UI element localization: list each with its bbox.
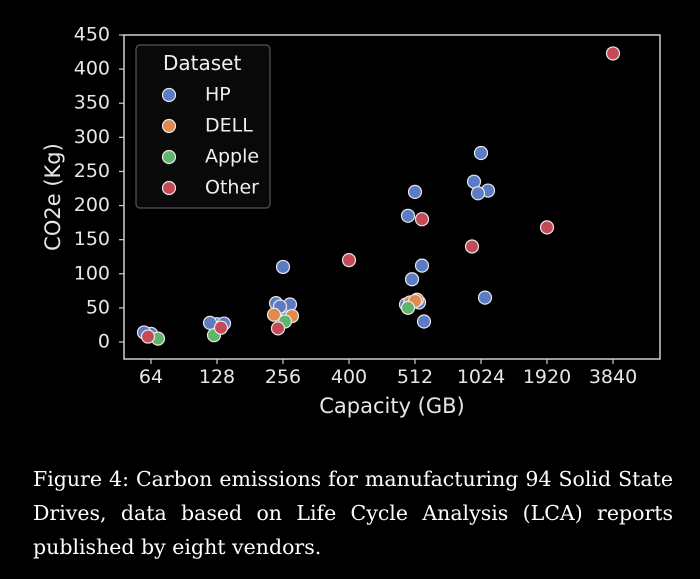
- figure-caption: Figure 4: Carbon emissions for manufactu…: [33, 467, 673, 559]
- x-tick-label: 64: [139, 366, 163, 388]
- y-axis: 0 50 100 150 200 250 300 350 400 450: [74, 24, 124, 353]
- legend-marker-hp: [161, 87, 177, 103]
- plot-area-frame: [123, 34, 661, 360]
- y-axis-title: CO2e (Kg): [41, 143, 65, 251]
- data-point-other: [414, 212, 430, 227]
- y-tick-label: 150: [74, 228, 110, 250]
- data-point-other: [341, 253, 357, 268]
- y-tick-label: 450: [74, 24, 110, 46]
- x-tick-label: 1024: [457, 366, 505, 388]
- x-tick-label: 512: [397, 366, 433, 388]
- y-tick-label: 300: [74, 126, 110, 148]
- legend-title: Dataset: [163, 51, 241, 75]
- data-point-other: [605, 46, 621, 61]
- x-tick-label: 3840: [589, 366, 637, 388]
- data-point-hp: [470, 186, 486, 201]
- legend-label-dell: DELL: [205, 115, 253, 137]
- data-point-hp: [407, 184, 423, 200]
- data-point-other: [464, 239, 480, 254]
- legend-marker-apple: [161, 149, 177, 165]
- data-point-hp: [416, 314, 432, 329]
- data-point-hp: [400, 208, 416, 223]
- data-point-apple: [400, 300, 416, 315]
- data-point-other: [539, 220, 555, 235]
- data-point-other: [270, 321, 286, 336]
- legend-box: [135, 44, 271, 209]
- y-tick-label: 0: [98, 331, 110, 353]
- y-tick-label: 100: [74, 262, 110, 284]
- legend-marker-other: [161, 180, 177, 196]
- data-point-other: [140, 329, 156, 344]
- data-point-hp: [473, 145, 489, 161]
- legend: Dataset HP DELL Apple Other: [135, 44, 271, 209]
- y-tick-label: 400: [74, 58, 110, 80]
- data-point-hp: [404, 272, 420, 287]
- x-axis-title: Capacity (GB): [319, 394, 465, 418]
- y-tick-label: 50: [86, 296, 110, 318]
- data-point-hp: [477, 290, 493, 305]
- legend-marker-dell: [161, 118, 177, 134]
- x-tick-label: 128: [199, 366, 235, 388]
- legend-label-apple: Apple: [205, 146, 259, 168]
- data-point-hp: [414, 258, 430, 273]
- scatter-chart: 0 50 100 150 200 250 300 350 400 450 64 128 256 400 5…: [41, 24, 661, 418]
- data-points: [136, 46, 621, 346]
- legend-label-other: Other: [205, 177, 259, 199]
- x-axis: 64 128 256 400 512 1024 1920 3840: [139, 359, 637, 388]
- y-tick-label: 200: [74, 194, 110, 216]
- data-point-dell: [266, 307, 282, 322]
- y-tick-label: 250: [74, 160, 110, 182]
- y-tick-label: 350: [74, 92, 110, 114]
- x-tick-label: 256: [265, 366, 301, 388]
- legend-label-hp: HP: [205, 84, 231, 106]
- x-tick-label: 400: [331, 366, 367, 388]
- data-point-other: [213, 320, 229, 335]
- data-point-hp: [275, 259, 291, 275]
- x-tick-label: 1920: [523, 366, 571, 388]
